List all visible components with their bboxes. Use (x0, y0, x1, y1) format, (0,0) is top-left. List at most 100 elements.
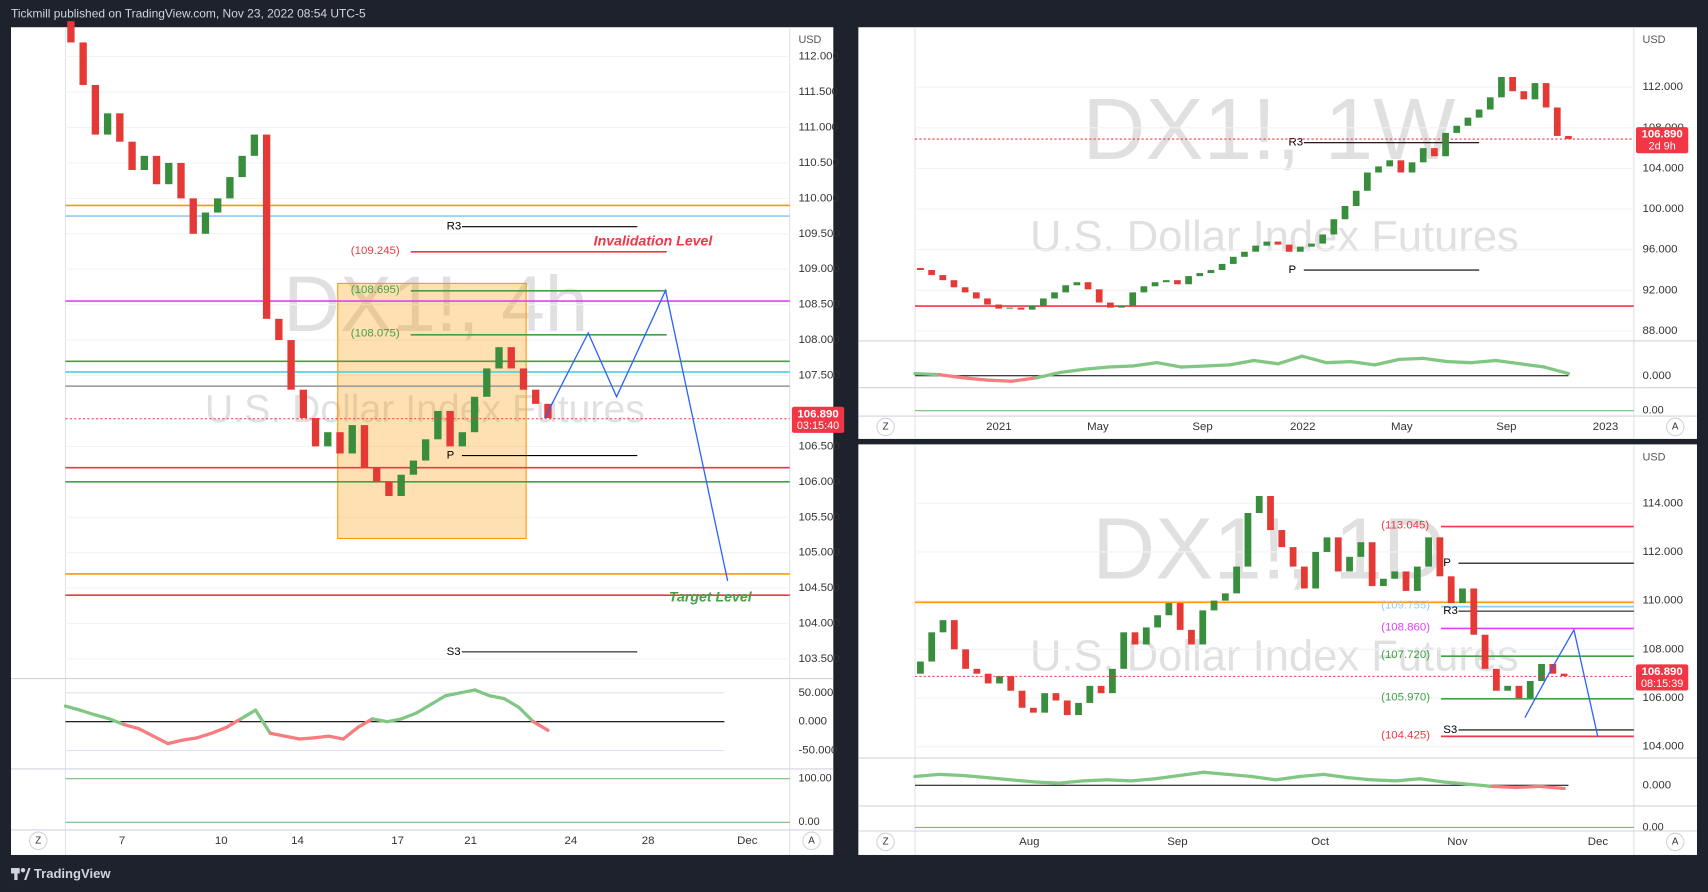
price-tag (791, 406, 845, 433)
candle (1267, 495, 1274, 531)
osc-segment (1273, 774, 1302, 782)
osc-segment (1155, 361, 1183, 369)
scale-button-label[interactable]: Z (35, 835, 41, 846)
candle (1323, 537, 1331, 552)
candle (917, 267, 924, 271)
y-tick-label: 108.000 (1643, 643, 1684, 655)
osc-segment (1346, 776, 1374, 782)
scale-button[interactable] (802, 831, 821, 851)
candle (939, 620, 947, 633)
osc-segment (1081, 778, 1109, 783)
candle (532, 389, 540, 404)
brand[interactable]: TradingView (34, 866, 111, 881)
candle (1274, 241, 1282, 245)
osc-segment (370, 717, 389, 724)
candle (939, 275, 947, 281)
candle (1334, 537, 1342, 572)
candle (152, 155, 161, 185)
candle (984, 298, 991, 305)
candle (1464, 117, 1472, 126)
scale-button-label[interactable]: A (1672, 836, 1679, 847)
osc-segment (985, 776, 1013, 782)
x-tick-label: 14 (291, 835, 304, 847)
candle (1364, 172, 1371, 191)
scale-button-label[interactable]: A (1672, 422, 1679, 433)
candle (1241, 251, 1248, 257)
candle (1039, 298, 1047, 306)
scale-button[interactable] (28, 831, 48, 851)
scale-button[interactable] (876, 417, 895, 437)
candle (1018, 690, 1026, 708)
candle (91, 84, 100, 135)
level-label: S3 (447, 646, 461, 658)
candle (495, 347, 503, 369)
osc-segment (151, 734, 170, 746)
candle (1052, 693, 1060, 701)
candle (103, 113, 112, 135)
scale-button-label[interactable]: Z (883, 836, 889, 847)
x-tick-label: Dec (1588, 836, 1609, 848)
brand-logo (11, 868, 31, 881)
x-tick-label: Sep (1192, 421, 1212, 433)
candle (1062, 285, 1070, 293)
osc-tick-label: 0.000 (798, 716, 827, 728)
y-tick-label: 111.000 (798, 122, 838, 134)
y-tick-label: 104.000 (1643, 741, 1684, 753)
candle (1408, 162, 1416, 173)
candle (1289, 547, 1297, 567)
candle (1285, 244, 1293, 252)
candle (250, 134, 259, 156)
candle (140, 155, 148, 171)
scale-button-label[interactable]: Z (883, 422, 889, 433)
candle (1402, 571, 1410, 591)
osc-segment (224, 717, 243, 730)
scale-button-label[interactable]: A (808, 835, 815, 846)
x-tick-label: Nov (1447, 836, 1468, 848)
candle (1419, 148, 1427, 163)
osc-segment (1252, 358, 1280, 366)
osc-segment (937, 373, 966, 380)
candle (67, 21, 75, 43)
y-tick-label: 100.000 (1643, 203, 1684, 215)
candle (226, 177, 234, 199)
y-tick-label: 109.000 (798, 263, 839, 275)
candle (1453, 125, 1461, 133)
osc-segment (400, 711, 419, 721)
scale-button[interactable] (1665, 832, 1685, 852)
currency: USD (1643, 34, 1666, 46)
level-label: S3 (1443, 724, 1457, 736)
y-tick-label: 110.500 (798, 157, 838, 169)
candle (348, 425, 356, 454)
scale-button[interactable] (876, 832, 895, 852)
y-tick-label: 92.000 (1643, 284, 1678, 296)
x-tick-label: Sep (1167, 836, 1187, 848)
scale-button[interactable] (1665, 417, 1685, 437)
x-tick-label: Sep (1496, 421, 1516, 433)
osc-segment (312, 734, 331, 740)
osc-segment (327, 734, 345, 741)
candle (1210, 600, 1218, 611)
candle (1252, 245, 1259, 252)
candle (1188, 629, 1195, 645)
level-label: (108.075) (351, 328, 400, 340)
osc-segment (1106, 364, 1135, 369)
candle (1109, 668, 1116, 694)
osc-segment (297, 736, 316, 741)
osc-segment (937, 772, 965, 778)
osc-segment (166, 738, 185, 746)
candle (1118, 305, 1125, 308)
x-tick-label: May (1087, 421, 1109, 433)
osc-segment (502, 696, 521, 709)
y-tick-label: 105.000 (798, 547, 839, 559)
candle (1531, 83, 1539, 100)
candle (214, 198, 222, 213)
candle (928, 632, 936, 662)
candle (1140, 286, 1148, 293)
candle (1151, 282, 1159, 287)
osc-segment (1542, 365, 1571, 376)
candle (1029, 707, 1037, 713)
candle (165, 162, 173, 185)
y-tick-label: 109.500 (798, 228, 839, 240)
candle (1560, 673, 1568, 677)
